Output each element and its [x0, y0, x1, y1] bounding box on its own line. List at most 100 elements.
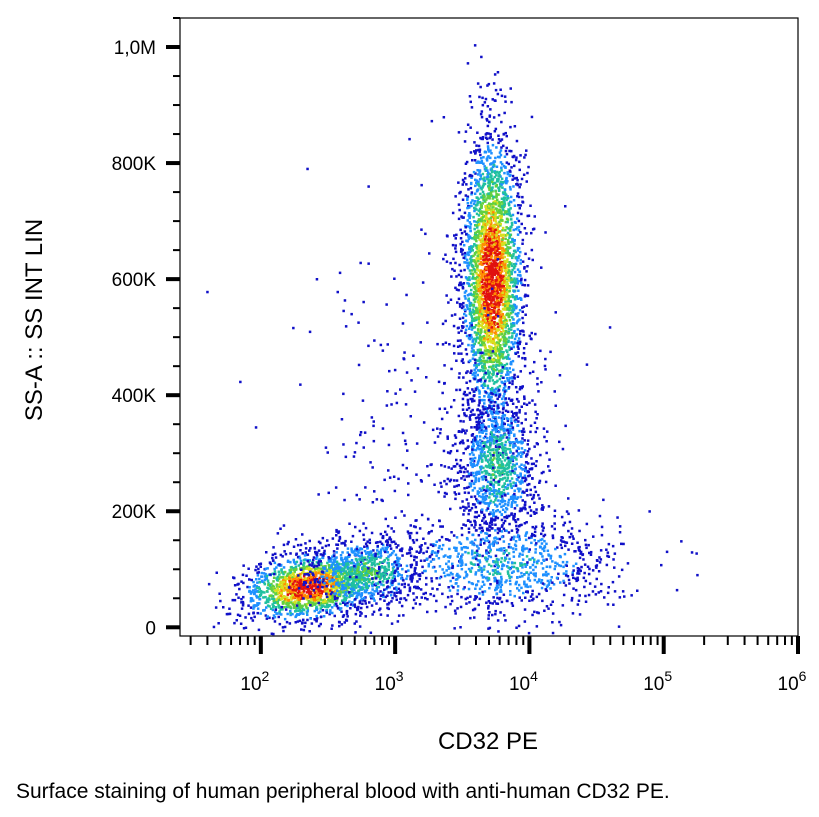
event-dot [335, 567, 338, 571]
event-dot [332, 558, 336, 562]
event-dot [486, 260, 489, 263]
event-dot [483, 395, 486, 398]
event-dot [473, 342, 476, 346]
event-dot [336, 543, 340, 546]
event-dot [248, 589, 251, 593]
event-dot [292, 566, 296, 570]
event-dot [332, 563, 335, 566]
event-dot [472, 254, 475, 258]
event-dot [261, 580, 264, 583]
event-dot [477, 341, 481, 345]
event-dot [282, 566, 286, 569]
event-dot [350, 568, 354, 571]
event-dot [513, 204, 517, 207]
event-dot [324, 565, 327, 568]
event-dot [455, 288, 459, 291]
event-dot [512, 285, 515, 288]
event-dot [321, 581, 325, 584]
event-dot [461, 240, 464, 244]
event-dot [332, 570, 336, 573]
event-dot [373, 560, 376, 563]
event-dot [506, 227, 510, 230]
event-dot [271, 608, 275, 612]
event-dot [383, 558, 386, 562]
event-dot [344, 575, 347, 578]
event-dot [361, 559, 365, 562]
event-dot [520, 421, 523, 425]
event-dot [352, 586, 355, 589]
event-dot [479, 260, 483, 264]
event-dot [318, 576, 322, 580]
event-dot [382, 572, 385, 575]
event-dot [480, 212, 484, 215]
event-dot [521, 316, 524, 320]
event-dot [365, 552, 368, 555]
event-dot [449, 298, 453, 301]
event-dot [524, 252, 527, 256]
event-dot [412, 541, 416, 544]
event-dot [459, 339, 462, 342]
event-dot [366, 572, 369, 575]
event-dot [348, 578, 351, 582]
event-dot [285, 598, 288, 602]
event-dot [308, 590, 311, 593]
event-dot [481, 172, 485, 176]
event-dot [334, 577, 338, 580]
event-dot [345, 590, 348, 594]
event-dot [379, 548, 383, 551]
event-dot [507, 298, 510, 301]
event-dot [326, 590, 330, 593]
event-dot [481, 365, 484, 369]
event-dot [471, 308, 475, 311]
event-dot [346, 604, 349, 608]
event-dot [483, 364, 486, 368]
event-dot [273, 567, 276, 571]
event-dot [353, 570, 357, 574]
event-dot [297, 564, 301, 567]
event-dot [473, 377, 476, 381]
event-dot [375, 602, 378, 605]
event-dot [502, 213, 506, 216]
event-dot [492, 116, 496, 119]
event-dot [481, 413, 484, 416]
event-dot [289, 605, 292, 609]
event-dot [289, 568, 293, 572]
event-dot [309, 603, 312, 607]
event-dot [499, 324, 502, 327]
event-dot [511, 324, 514, 328]
event-dot [289, 552, 292, 555]
event-dot [254, 588, 257, 591]
event-dot [237, 596, 240, 599]
event-dot [487, 211, 491, 215]
event-dot [497, 296, 500, 300]
event-dot [261, 590, 264, 594]
event-dot [503, 317, 506, 320]
event-dot [255, 586, 259, 589]
event-dot [457, 181, 460, 184]
event-dot [484, 253, 488, 257]
event-dot [496, 253, 499, 256]
event-dot [359, 555, 362, 558]
event-dot [489, 294, 492, 298]
event-dot [490, 348, 493, 352]
event-dot [506, 282, 509, 285]
event-dot [291, 593, 294, 596]
event-dot [478, 356, 481, 360]
event-dot [489, 191, 492, 195]
event-dot [490, 221, 493, 225]
event-dot [478, 161, 481, 164]
event-dot [519, 329, 522, 333]
event-dot [353, 576, 357, 580]
event-dot [478, 390, 481, 393]
event-dot [496, 356, 500, 360]
event-dot [479, 231, 482, 234]
event-dot [269, 586, 273, 589]
event-dot [363, 569, 366, 572]
event-dot [257, 567, 260, 571]
event-dot [291, 585, 294, 588]
event-dot [458, 317, 462, 320]
event-dot [474, 244, 477, 247]
event-dot [292, 606, 296, 610]
event-dot [491, 386, 494, 390]
event-dot [489, 365, 493, 369]
